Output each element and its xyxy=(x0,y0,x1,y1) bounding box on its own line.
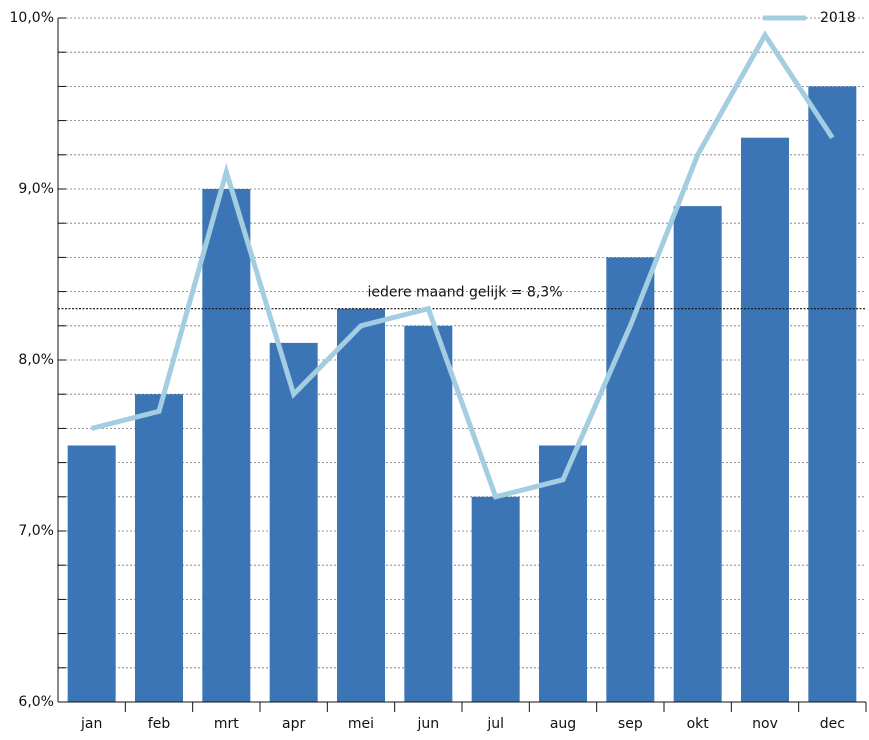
x-tick-label: mrt xyxy=(214,716,239,732)
x-tick-label: feb xyxy=(148,716,171,732)
line xyxy=(91,30,835,500)
bar xyxy=(404,325,453,702)
y-tick-label: 10,0% xyxy=(10,10,54,26)
x-tick-label: nov xyxy=(752,716,778,732)
x-tick-label: apr xyxy=(282,716,305,732)
bar xyxy=(67,445,116,702)
x-tick-label: aug xyxy=(550,716,576,732)
bar xyxy=(539,445,587,702)
y-tick-label: 9,0% xyxy=(18,181,54,197)
x-tick-label: okt xyxy=(687,716,710,732)
x-tick-label: mei xyxy=(348,716,374,732)
bar xyxy=(135,394,183,702)
bar xyxy=(673,206,722,702)
x-tick-label: dec xyxy=(820,716,845,732)
bar xyxy=(471,496,520,702)
bar xyxy=(202,189,251,702)
bar xyxy=(741,137,789,702)
reference-label: iedere maand gelijk = 8,3% xyxy=(368,285,563,301)
bar xyxy=(337,308,385,702)
bar xyxy=(269,342,318,702)
y-tick-label: 6,0% xyxy=(18,694,54,710)
legend-label: 2018 xyxy=(820,10,856,26)
x-tick-label: jul xyxy=(486,716,504,732)
y-tick-label: 7,0% xyxy=(18,523,54,539)
x-tick-label: jun xyxy=(417,716,440,732)
y-tick-label: 8,0% xyxy=(18,352,54,368)
x-tick-label: sep xyxy=(618,716,643,732)
x-tick-label: jan xyxy=(80,716,102,732)
bar xyxy=(808,86,857,702)
